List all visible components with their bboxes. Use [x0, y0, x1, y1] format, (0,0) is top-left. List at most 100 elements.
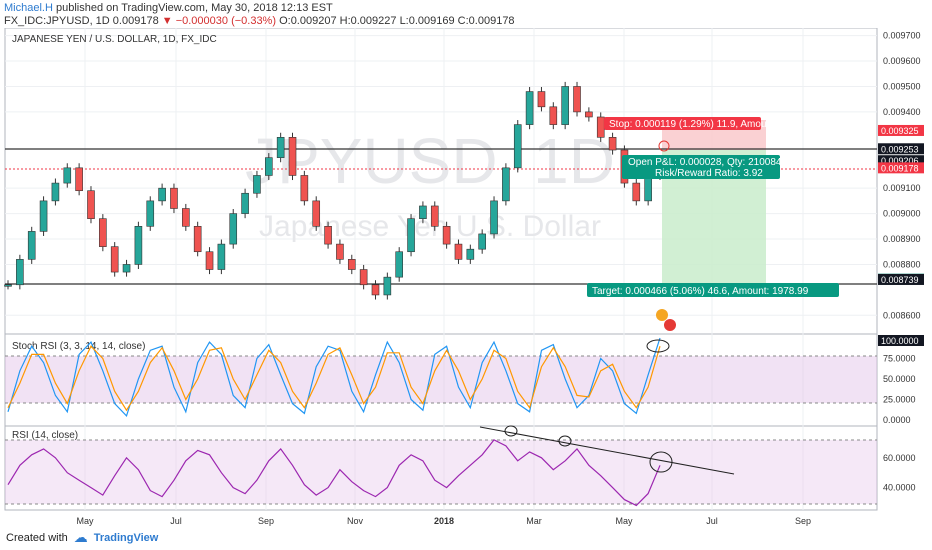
- price-badge-label: 0.009178: [881, 163, 919, 173]
- candle-body: [193, 226, 202, 253]
- rsi-title: RSI (14, close): [12, 430, 78, 441]
- price-tick-label: 0.009500: [883, 81, 921, 91]
- tradingview-logo-icon[interactable]: ☁: [73, 529, 88, 545]
- candle-body: [241, 192, 249, 214]
- rsi-axis: 60.0000 40.0000: [883, 453, 916, 493]
- chart-canvas[interactable]: JPYUSD, 1D Japanese Yen U.S. Dollar JAPA…: [0, 28, 932, 548]
- stoch-highlight-circle: [646, 339, 670, 353]
- candle-body: [300, 175, 309, 202]
- price-badge-box: [878, 273, 924, 285]
- candle-body: [383, 276, 392, 296]
- rsi-tick-label: 60.0000: [883, 453, 916, 463]
- rsi-trendline[interactable]: [479, 426, 735, 475]
- candle-body: [253, 175, 261, 194]
- footer: Created with ☁ TradingView: [6, 529, 158, 546]
- candle-body: [110, 246, 119, 273]
- open-pnl-label: Open P&L: 0.000028, Qty: 2100840: [628, 157, 787, 168]
- event-flag-icon[interactable]: [664, 319, 676, 331]
- candle-body: [549, 106, 558, 125]
- stoch-tick-label: 50.0000: [883, 374, 916, 384]
- price-badge-box: [878, 124, 924, 136]
- indicator-line: [7, 337, 661, 418]
- stop-label-box[interactable]: [604, 117, 761, 130]
- price-tick-label: 0.009400: [883, 107, 921, 117]
- price-axis[interactable]: 0.009700 0.009600 0.009500 0.009400 0.009100…: [883, 31, 921, 321]
- candle-body: [75, 167, 83, 192]
- main-title: JAPANESE YEN / U.S. DOLLAR, 1D, FX_IDC: [12, 34, 217, 45]
- time-tick-label: 2018: [434, 516, 454, 526]
- price-badge-box: [878, 143, 924, 155]
- candle-body: [525, 91, 534, 125]
- open-pnl-box[interactable]: [622, 155, 780, 179]
- candle-body: [158, 187, 166, 202]
- indicator-line: [7, 439, 661, 507]
- stoch-axis: 75.0000 50.0000 25.0000 0.0000: [883, 354, 916, 426]
- candle-body: [537, 91, 546, 108]
- candle-body: [430, 205, 439, 227]
- candle-body: [371, 284, 380, 296]
- price-badge-label: 0.009206: [881, 156, 919, 166]
- author-link[interactable]: Michael.H: [4, 2, 53, 14]
- stoch-tick-label: 0.0000: [883, 415, 911, 425]
- candle-body: [359, 269, 368, 286]
- price-tick-label: 0.009600: [883, 56, 921, 66]
- ohlc-values: O:0.009207 H:0.009227 L:0.009169 C:0.009…: [279, 15, 515, 27]
- candle-body: [51, 182, 60, 202]
- candle-body: [182, 208, 190, 227]
- rsi-band: [5, 440, 877, 504]
- time-tick-label: Mar: [526, 516, 542, 526]
- time-axis[interactable]: May Jul Sep Nov 2018 Mar May Jul Sep: [76, 516, 811, 526]
- stoch-badge: 100.0000: [881, 336, 919, 346]
- candle-body: [99, 218, 107, 247]
- candle-body: [478, 233, 486, 250]
- ratio-label: Risk/Reward Ratio: 3.92: [655, 168, 763, 179]
- price-tick-label: 0.008900: [883, 234, 921, 244]
- event-flag-icon[interactable]: [656, 309, 668, 321]
- time-tick-label: May: [615, 516, 633, 526]
- publish-info: published on TradingView.com, May 30, 20…: [55, 2, 333, 14]
- price-badges: 0.0093250.0092530.0092060.0091780.008740…: [878, 124, 924, 285]
- time-tick-label: May: [76, 516, 94, 526]
- publish-line: Michael.H published on TradingView.com, …: [4, 2, 333, 14]
- candle-body: [336, 243, 344, 260]
- candle-body: [4, 284, 12, 287]
- price-tick-label: 0.008600: [883, 310, 921, 320]
- price-badge-box: [878, 155, 924, 167]
- created-with-text: Created with: [6, 531, 68, 544]
- candle-body: [122, 264, 131, 273]
- candle-body: [513, 124, 522, 169]
- highlight-circle: [658, 140, 670, 152]
- candle-body: [63, 167, 72, 184]
- candle-body: [39, 200, 48, 232]
- watermark-symbol: JPYUSD, 1D: [245, 125, 615, 197]
- target-label-box[interactable]: [587, 283, 839, 297]
- price-tick-label: 0.008800: [883, 259, 921, 269]
- time-tick-label: Sep: [795, 516, 811, 526]
- candle-body: [502, 167, 510, 202]
- candle-body: [324, 226, 332, 245]
- candle-body: [442, 226, 451, 245]
- candle-body: [347, 259, 356, 270]
- candle-body: [205, 251, 214, 270]
- price-tick-label: 0.009000: [883, 209, 921, 219]
- stoch-tick-label: 25.0000: [883, 395, 916, 405]
- symbol-line: FX_IDC:JPYUSD, 1D 0.009178 ▼ −0.000030 (…: [4, 15, 515, 27]
- time-tick-label: Jul: [706, 516, 718, 526]
- price-tick-label: 0.009100: [883, 183, 921, 193]
- candle-body: [264, 157, 273, 176]
- candle-body: [170, 187, 178, 209]
- watermark-name: Japanese Yen U.S. Dollar: [259, 210, 601, 243]
- candle-body: [276, 137, 285, 158]
- rsi-touch-circle: [504, 425, 518, 437]
- candle-body: [454, 243, 463, 260]
- candle-body: [134, 226, 143, 265]
- stoch-title: Stoch RSI (3, 3, 14, 14, close): [12, 341, 145, 352]
- tradingview-brand[interactable]: TradingView: [93, 531, 159, 544]
- stoch-tick-label: 75.0000: [883, 354, 916, 364]
- candle-body: [490, 200, 498, 235]
- candle-body: [419, 205, 427, 219]
- candle-body: [561, 86, 569, 125]
- candle-body: [632, 182, 641, 202]
- candle-body: [466, 248, 475, 260]
- price-badge-box: [878, 162, 924, 174]
